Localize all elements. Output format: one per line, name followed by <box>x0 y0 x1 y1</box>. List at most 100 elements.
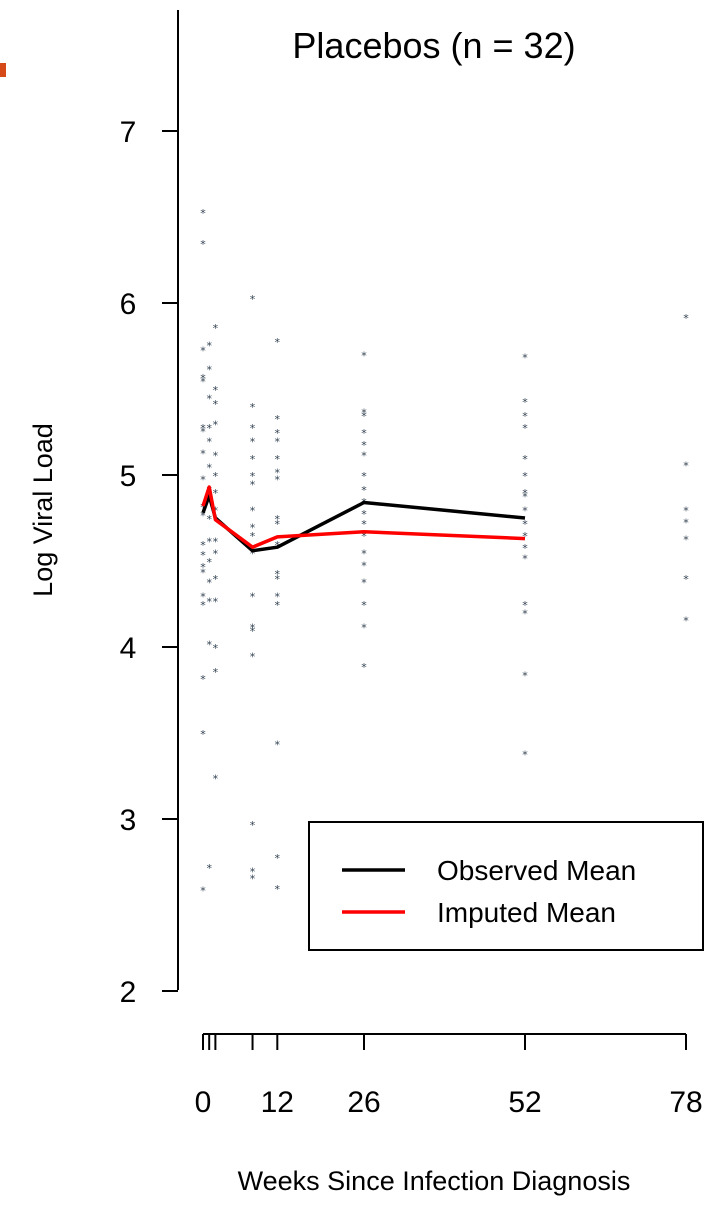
data-point-4: * <box>200 375 206 388</box>
data-point-90: * <box>361 470 367 483</box>
data-point-7: * <box>200 448 206 461</box>
data-point-66: * <box>250 872 256 885</box>
legend-label-1: Imputed Mean <box>437 897 616 928</box>
data-point-93: * <box>361 508 367 521</box>
data-point-8: * <box>200 473 206 486</box>
data-point-2: * <box>200 344 206 357</box>
data-point-18: * <box>200 728 206 741</box>
data-point-112: * <box>522 530 528 543</box>
data-point-42: * <box>213 535 219 548</box>
data-point-94: * <box>361 518 367 531</box>
y-tick-label-4: 4 <box>120 632 137 665</box>
data-point-5: * <box>200 422 206 435</box>
data-point-67: * <box>275 336 281 349</box>
data-point-65: * <box>250 866 256 879</box>
data-point-30: * <box>206 577 212 590</box>
data-point-77: * <box>275 568 281 581</box>
data-point-1: * <box>200 238 206 251</box>
data-points: ****************************************… <box>200 207 689 898</box>
data-point-106: * <box>522 453 528 466</box>
data-point-53: * <box>250 453 256 466</box>
data-point-54: * <box>250 470 256 483</box>
data-point-101: * <box>361 661 367 674</box>
series-lines <box>201 485 526 553</box>
data-point-82: * <box>275 852 281 865</box>
data-point-28: * <box>206 535 212 548</box>
data-point-61: * <box>250 621 256 634</box>
data-point-45: * <box>213 596 219 609</box>
data-point-59: * <box>250 547 256 560</box>
y-axis-label: Log Viral Load <box>28 423 58 597</box>
data-point-14: * <box>200 566 206 579</box>
data-point-119: * <box>683 312 689 325</box>
data-point-13: * <box>200 561 206 574</box>
x-tick-label-0: 0 <box>195 1086 212 1119</box>
data-point-68: * <box>275 413 281 426</box>
data-point-21: * <box>206 363 212 376</box>
data-point-113: * <box>522 542 528 555</box>
data-point-62: * <box>250 625 256 638</box>
y-tick-label-2: 2 <box>120 976 137 1009</box>
data-point-100: * <box>361 621 367 634</box>
data-point-88: * <box>361 439 367 452</box>
series-line-1 <box>201 485 526 549</box>
data-point-29: * <box>206 556 212 569</box>
data-point-122: * <box>683 516 689 529</box>
data-point-32: * <box>206 639 212 652</box>
data-point-6: * <box>200 425 206 438</box>
data-point-124: * <box>683 573 689 586</box>
data-point-120: * <box>683 460 689 473</box>
data-point-63: * <box>250 651 256 664</box>
data-point-107: * <box>522 470 528 483</box>
x-tick-label-52: 52 <box>508 1086 541 1119</box>
data-point-85: * <box>361 406 367 419</box>
data-point-17: * <box>200 673 206 686</box>
data-point-64: * <box>250 819 256 832</box>
x-tick-label-78: 78 <box>669 1086 702 1119</box>
data-point-60: * <box>250 590 256 603</box>
data-point-117: * <box>522 670 528 683</box>
data-point-111: * <box>522 518 528 531</box>
data-point-47: * <box>213 666 219 679</box>
y-tick-label-3: 3 <box>120 804 137 837</box>
data-point-41: * <box>213 504 219 517</box>
data-point-91: * <box>361 484 367 497</box>
x-axis-label: Weeks Since Infection Diagnosis <box>238 1166 631 1196</box>
data-point-97: * <box>361 559 367 572</box>
data-point-79: * <box>275 590 281 603</box>
data-point-38: * <box>213 449 219 462</box>
data-point-25: * <box>206 461 212 474</box>
data-point-73: * <box>275 473 281 486</box>
data-point-84: * <box>361 350 367 363</box>
data-point-71: * <box>275 453 281 466</box>
data-point-43: * <box>213 547 219 560</box>
data-point-36: * <box>213 398 219 411</box>
y-tick-label-5: 5 <box>120 460 137 493</box>
y-axis-ticks: 2 3 4 5 6 7 <box>120 116 178 1009</box>
data-point-34: * <box>213 322 219 335</box>
data-point-52: * <box>250 436 256 449</box>
data-point-114: * <box>522 553 528 566</box>
data-point-81: * <box>275 738 281 751</box>
data-point-22: * <box>206 393 212 406</box>
data-point-23: * <box>206 422 212 435</box>
data-point-102: * <box>522 351 528 364</box>
chart-title: Placebos (n = 32) <box>292 25 575 66</box>
data-point-87: * <box>361 427 367 440</box>
legend: Observed Mean Imputed Mean <box>308 821 704 951</box>
data-point-24: * <box>206 436 212 449</box>
data-point-56: * <box>250 504 256 517</box>
data-point-11: * <box>200 539 206 552</box>
data-point-103: * <box>522 396 528 409</box>
data-point-44: * <box>213 573 219 586</box>
data-point-55: * <box>250 479 256 492</box>
data-point-49: * <box>250 293 256 306</box>
data-point-12: * <box>200 549 206 562</box>
data-point-57: * <box>250 522 256 535</box>
data-point-116: * <box>522 608 528 621</box>
data-point-125: * <box>683 614 689 627</box>
data-point-89: * <box>361 449 367 462</box>
data-point-37: * <box>213 418 219 431</box>
data-point-35: * <box>213 384 219 397</box>
data-point-105: * <box>522 422 528 435</box>
